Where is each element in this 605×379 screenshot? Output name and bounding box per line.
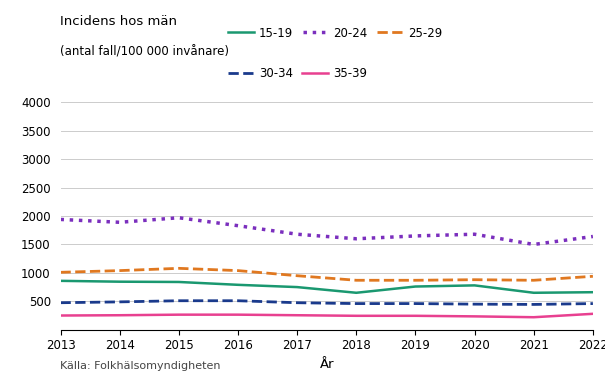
X-axis label: År: År <box>319 358 334 371</box>
Text: (antal fall/100 000 invånare): (antal fall/100 000 invånare) <box>60 45 229 58</box>
Text: Källa: Folkhälsomyndigheten: Källa: Folkhälsomyndigheten <box>60 362 221 371</box>
Legend: 30-34, 35-39: 30-34, 35-39 <box>223 63 371 85</box>
Text: Incidens hos män: Incidens hos män <box>60 15 177 28</box>
